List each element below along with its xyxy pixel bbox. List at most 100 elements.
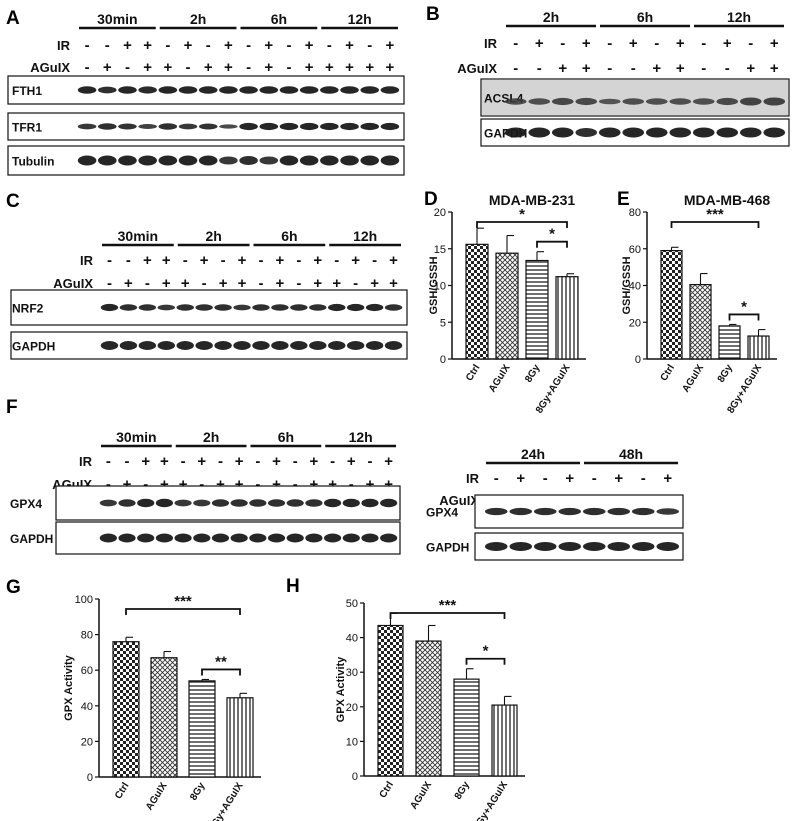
ir-sign: + bbox=[276, 252, 285, 269]
x-tick-label: Ctrl bbox=[113, 781, 132, 802]
ir-sign: - bbox=[218, 453, 223, 470]
time-label: 30min bbox=[116, 429, 156, 445]
x-tick-label: AGuIX bbox=[487, 362, 513, 394]
blot-band bbox=[279, 155, 299, 166]
bar-chart-4: 0 10 20 30 40 50 GPX Activity Ctrl AGuIX 8Gy 8Gy+A… bbox=[335, 597, 525, 821]
blot-band bbox=[157, 341, 175, 350]
blot-band bbox=[380, 122, 400, 131]
y-axis-label: GSH/GSSH bbox=[621, 256, 633, 314]
bar bbox=[495, 252, 519, 360]
aguix-sign: + bbox=[219, 275, 228, 292]
blot-band bbox=[551, 127, 574, 138]
blot-band bbox=[365, 303, 384, 312]
ir-sign: + bbox=[345, 37, 354, 54]
blot-band bbox=[309, 304, 327, 311]
ir-sign: + bbox=[351, 252, 360, 269]
blot-band bbox=[198, 123, 218, 130]
x-tick-label: 8Gy+AGuIX bbox=[471, 779, 510, 821]
aguix-sign: - bbox=[85, 59, 90, 76]
aguix-sign: + bbox=[276, 275, 285, 292]
blot-band bbox=[178, 123, 198, 130]
blot-band bbox=[99, 533, 117, 543]
significance-bracket bbox=[465, 657, 506, 665]
blot-band bbox=[504, 98, 527, 105]
aguix-sign: + bbox=[386, 59, 395, 76]
aguix-sign: + bbox=[384, 476, 393, 493]
ir-sign: - bbox=[367, 453, 372, 470]
blot-band bbox=[305, 533, 323, 543]
blot-band bbox=[195, 341, 213, 350]
ir-sign: - bbox=[107, 252, 112, 269]
blot-band bbox=[118, 533, 136, 543]
ir-sign: + bbox=[224, 37, 233, 54]
aguix-sign: + bbox=[389, 275, 398, 292]
bar bbox=[453, 678, 480, 777]
blot-band bbox=[533, 542, 557, 551]
y-tick-label: 20 bbox=[346, 702, 358, 714]
aguix-sign: + bbox=[272, 476, 281, 493]
blot-band bbox=[219, 86, 238, 94]
ir-sign: + bbox=[516, 470, 525, 487]
y-tick-label: 30 bbox=[346, 667, 358, 679]
blot-band bbox=[299, 122, 319, 131]
blot-band bbox=[219, 124, 238, 129]
aguix-sign: + bbox=[770, 60, 779, 77]
y-tick-label: 0 bbox=[440, 354, 446, 366]
blot-band bbox=[323, 533, 342, 543]
blot-band bbox=[328, 341, 346, 350]
blot-band bbox=[239, 156, 258, 165]
y-tick-label: 50 bbox=[346, 598, 358, 610]
aguix-sign: + bbox=[160, 476, 169, 493]
significance-label: * bbox=[741, 298, 747, 315]
blot-panel-c: 30min 2h 6h 12hIRAGuIX---++-++-++--+++--++-… bbox=[10, 228, 408, 360]
aguix-sign: + bbox=[103, 59, 112, 76]
blot-band bbox=[211, 499, 230, 507]
panel-label-b: B bbox=[426, 4, 440, 25]
blot-band bbox=[155, 498, 174, 508]
blot-band bbox=[323, 498, 342, 508]
aguix-sign: - bbox=[537, 60, 542, 77]
blot-panel-f1: 30min 2h 6h 12hIRAGuIX---++-++-++--+++--++-… bbox=[10, 429, 401, 555]
y-tick-label: 40 bbox=[346, 633, 358, 645]
aguix-sign: - bbox=[293, 476, 298, 493]
blot-band bbox=[305, 499, 323, 507]
ir-sign: - bbox=[748, 35, 753, 52]
blot-band bbox=[267, 499, 286, 507]
y-tick-label: 5 bbox=[440, 317, 446, 329]
aguix-sign: + bbox=[162, 275, 171, 292]
y-tick-label: 0 bbox=[87, 772, 93, 784]
time-label: 2h bbox=[203, 429, 219, 445]
blot-band bbox=[360, 122, 380, 131]
ir-sign: - bbox=[293, 453, 298, 470]
aguix-sign: - bbox=[725, 60, 730, 77]
blot-band bbox=[582, 542, 606, 551]
blot-band bbox=[631, 542, 655, 551]
aguix-row-label: AGuIX bbox=[457, 61, 497, 76]
blot-band bbox=[211, 533, 230, 543]
aguix-sign: + bbox=[365, 59, 374, 76]
aguix-sign: - bbox=[255, 476, 260, 493]
blot-band bbox=[137, 498, 155, 508]
aguix-sign: + bbox=[332, 275, 341, 292]
aguix-sign: + bbox=[238, 275, 247, 292]
ir-sign: - bbox=[592, 470, 597, 487]
blot-band bbox=[138, 304, 157, 311]
x-tick-label: Ctrl bbox=[378, 780, 397, 801]
blot-band bbox=[252, 304, 270, 311]
y-tick-label: 0 bbox=[635, 354, 641, 366]
blot-band bbox=[233, 341, 251, 350]
bar bbox=[689, 283, 712, 360]
blot-band bbox=[193, 533, 211, 543]
aguix-sign: + bbox=[328, 476, 337, 493]
aguix-sign: - bbox=[286, 59, 291, 76]
blot-label: GAPDH bbox=[426, 541, 469, 555]
blot-band bbox=[239, 86, 258, 94]
aguix-sign: - bbox=[701, 60, 706, 77]
aguix-sign: - bbox=[199, 476, 204, 493]
blot-band bbox=[158, 155, 178, 166]
ir-sign: - bbox=[221, 252, 226, 269]
blot-band bbox=[178, 86, 198, 94]
significance-bracket bbox=[476, 221, 568, 228]
